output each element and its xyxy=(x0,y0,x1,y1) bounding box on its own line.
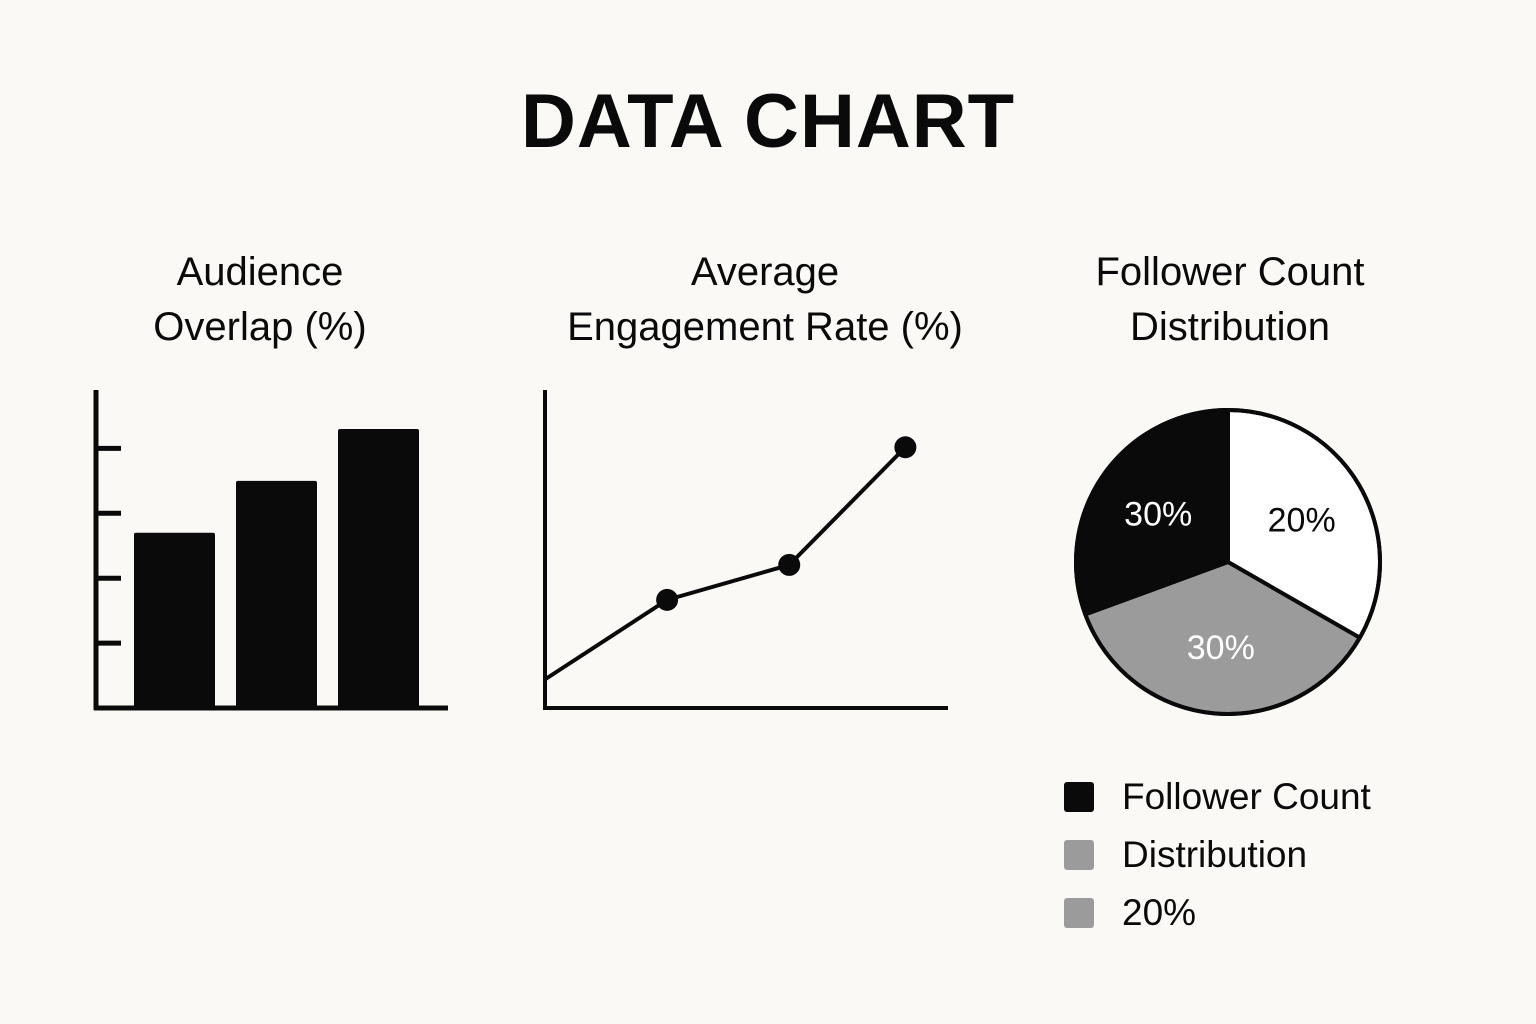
legend-swatch xyxy=(1064,840,1094,870)
legend-item: Distribution xyxy=(1064,826,1371,884)
legend-label: Distribution xyxy=(1122,834,1308,875)
pie-slice-label: 30% xyxy=(1124,495,1192,533)
pie-slice-label: 20% xyxy=(1268,501,1336,539)
bar-chart-title: Audience Overlap (%) xyxy=(153,250,367,349)
bar xyxy=(236,480,317,708)
line-point xyxy=(656,588,679,611)
legend-label: Follower Count xyxy=(1122,776,1371,817)
legend-item: Follower Count xyxy=(1064,768,1371,826)
legend-label: 20% xyxy=(1122,892,1197,933)
bar xyxy=(338,428,419,708)
legend-swatch xyxy=(1064,782,1094,812)
line-point xyxy=(778,553,801,576)
page-title: DATA CHART xyxy=(520,79,1016,164)
line-chart-title: Average Engagement Rate (%) xyxy=(567,250,963,349)
line-point xyxy=(894,436,917,459)
legend-item: 20% xyxy=(1064,884,1371,942)
pie-chart-title: Follower Count Distribution xyxy=(1095,250,1365,349)
pie-outline xyxy=(1074,408,1382,716)
pie-slice-label: 30% xyxy=(1187,629,1255,667)
line-series xyxy=(543,445,907,682)
bar xyxy=(134,532,215,708)
legend-swatch xyxy=(1064,898,1094,928)
pie-legend: Follower Count Distribution 20% xyxy=(1064,768,1371,942)
